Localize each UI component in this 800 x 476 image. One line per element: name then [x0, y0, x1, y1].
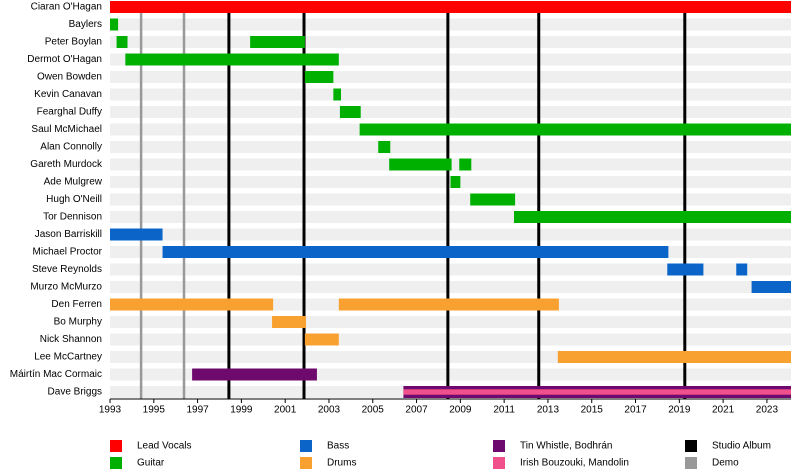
row-label: Baylers	[69, 19, 102, 30]
bar	[110, 228, 163, 241]
x-tick-label: 2011	[493, 405, 515, 416]
legend-swatch	[300, 440, 312, 452]
row-label: Máirtín Mac Cormaic	[10, 369, 102, 380]
legend-label: Drums	[327, 458, 356, 469]
row-label: Kevin Canavan	[34, 89, 102, 100]
bar	[110, 1, 791, 13]
x-tick-label: 1999	[230, 405, 253, 416]
bar	[338, 298, 559, 311]
x-tick-label: 2003	[318, 405, 341, 416]
bar	[192, 368, 317, 381]
bar	[557, 351, 791, 363]
row-label: Peter Boylan	[45, 37, 102, 48]
bar	[304, 71, 334, 83]
row-stripe	[110, 316, 791, 328]
row-label: Bo Murphy	[54, 317, 102, 328]
row-stripe	[110, 106, 791, 118]
row-label: Den Ferren	[51, 299, 102, 310]
x-tick-label: 2021	[712, 405, 735, 416]
row-label: Tor Dennison	[43, 212, 102, 223]
legend-swatch	[110, 457, 122, 469]
bar	[389, 158, 452, 171]
legend-label: Irish Bouzouki, Mandolin	[520, 458, 629, 469]
bar	[736, 263, 748, 276]
x-tick-label: 1993	[99, 405, 122, 416]
legend-label: Bass	[327, 441, 349, 452]
row-label: Michael Proctor	[33, 247, 103, 258]
x-tick-label: 2007	[405, 405, 428, 416]
row-label: Fearghal Duffy	[37, 107, 102, 118]
row-label: Hugh O'Neill	[46, 194, 102, 205]
bar	[470, 193, 516, 206]
x-tick-label: 2001	[274, 405, 297, 416]
legend-swatch	[685, 457, 697, 469]
bar	[378, 141, 391, 153]
bar	[359, 123, 791, 136]
bar	[403, 389, 791, 395]
legend-label: Demo	[712, 458, 739, 469]
bar	[333, 88, 342, 101]
bar	[125, 53, 339, 66]
x-tick-label: 2023	[756, 405, 779, 416]
x-tick-label: 2019	[668, 405, 691, 416]
row-label: Ciaran O'Hagan	[31, 2, 102, 13]
legend-label: Lead Vocals	[137, 441, 192, 452]
row-label: Lee McCartney	[34, 352, 102, 363]
row-label: Dermot O'Hagan	[27, 54, 102, 65]
row-stripe	[110, 193, 791, 206]
bar	[110, 18, 119, 31]
legend-swatch	[493, 457, 505, 469]
row-label: Jason Barriskill	[35, 229, 102, 240]
x-tick-label: 2013	[537, 405, 560, 416]
bar	[339, 106, 361, 118]
row-label: Ade Mulgrew	[44, 177, 103, 188]
row-label: Owen Bowden	[37, 72, 102, 83]
bar	[514, 211, 791, 223]
x-tick-label: 2009	[449, 405, 472, 416]
legend-swatch	[300, 457, 312, 469]
row-stripe	[110, 141, 791, 153]
row-stripe	[110, 71, 791, 83]
bar	[272, 316, 306, 328]
bar	[110, 298, 274, 311]
bar	[304, 333, 339, 346]
bar	[250, 36, 305, 48]
row-stripe	[110, 18, 791, 31]
row-stripe	[110, 36, 791, 48]
row-stripe	[110, 88, 791, 101]
bar	[667, 263, 704, 276]
bar	[751, 281, 791, 293]
legend-swatch	[493, 440, 505, 452]
row-label: Nick Shannon	[40, 334, 102, 345]
row-stripe	[110, 281, 791, 293]
row-stripe	[110, 333, 791, 346]
legend-label: Guitar	[137, 458, 165, 469]
row-label: Saul McMichael	[31, 124, 102, 135]
legend-label: Tin Whistle, Bodhrán	[520, 441, 612, 452]
x-tick-label: 1997	[186, 405, 209, 416]
bar	[162, 246, 669, 258]
x-tick-label: 2015	[581, 405, 604, 416]
row-label: Steve Reynolds	[32, 264, 102, 275]
x-tick-label: 2017	[624, 405, 647, 416]
row-stripe	[110, 263, 791, 276]
x-tick-label: 2005	[362, 405, 385, 416]
row-label: Alan Connolly	[40, 142, 102, 153]
row-label: Murzo McMurzo	[30, 282, 102, 293]
legend-label: Studio Album	[712, 441, 771, 452]
legend-swatch	[110, 440, 122, 452]
bar	[459, 158, 472, 171]
bar	[450, 176, 461, 188]
row-label: Gareth Murdock	[30, 159, 103, 170]
bar	[116, 36, 128, 48]
row-label: Dave Briggs	[48, 387, 102, 398]
x-tick-label: 1995	[143, 405, 166, 416]
row-stripe	[110, 228, 791, 241]
legend-swatch	[685, 440, 697, 452]
